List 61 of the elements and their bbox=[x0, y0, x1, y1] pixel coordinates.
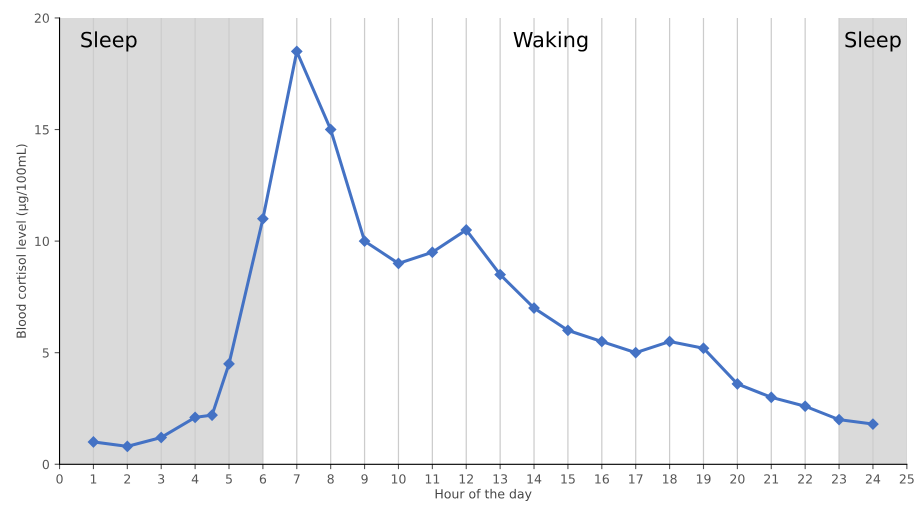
annotation: Waking bbox=[514, 31, 588, 52]
y-tick-label: 10 bbox=[35, 236, 49, 246]
point bbox=[223, 358, 235, 370]
point bbox=[867, 418, 879, 430]
x-tick-label: 6 bbox=[260, 474, 266, 484]
x-tick-label: 10 bbox=[392, 474, 406, 484]
x-axis-title: Hour of the day bbox=[436, 488, 532, 501]
x-tick-label: 8 bbox=[328, 474, 334, 484]
x-tick-label: 9 bbox=[361, 474, 368, 484]
x-tick-label: 17 bbox=[629, 474, 643, 484]
point bbox=[800, 400, 811, 412]
point bbox=[528, 302, 540, 314]
point bbox=[698, 342, 710, 354]
point bbox=[494, 268, 506, 280]
point bbox=[732, 378, 743, 390]
point bbox=[325, 124, 336, 136]
x-tick-label: 5 bbox=[226, 474, 232, 484]
x-tick-label: 4 bbox=[192, 474, 198, 484]
point bbox=[426, 246, 438, 258]
x-tick-label: 2 bbox=[124, 474, 130, 484]
x-tick-label: 16 bbox=[595, 474, 609, 484]
x-tick-label: 20 bbox=[730, 474, 745, 484]
x-tick-label: 11 bbox=[426, 474, 440, 484]
point bbox=[392, 258, 404, 270]
point bbox=[122, 440, 133, 452]
x-tick-label: 0 bbox=[56, 474, 63, 484]
x-tick-label: 25 bbox=[900, 474, 914, 484]
point bbox=[88, 436, 100, 448]
x-tick-label: 13 bbox=[494, 474, 508, 484]
point bbox=[766, 392, 777, 403]
point bbox=[190, 412, 201, 424]
x-tick-label: 24 bbox=[866, 474, 880, 484]
y-tick-label: 0 bbox=[42, 460, 49, 470]
x-tick-label: 23 bbox=[832, 474, 846, 484]
x-tick-label: 14 bbox=[527, 474, 542, 484]
x-tick-label: 3 bbox=[158, 474, 164, 484]
y-tick-label: 5 bbox=[42, 348, 49, 358]
point bbox=[206, 410, 218, 421]
point bbox=[460, 224, 472, 236]
point bbox=[833, 414, 845, 426]
y-axis-title: Blood cortisol level (µg/100mL) bbox=[16, 144, 28, 338]
point bbox=[664, 336, 676, 348]
point bbox=[358, 236, 370, 247]
x-tick-label: 18 bbox=[663, 474, 677, 484]
band-label: Sleep bbox=[845, 31, 901, 52]
point bbox=[291, 46, 302, 58]
y-tick-label: 15 bbox=[35, 125, 49, 134]
point bbox=[596, 336, 608, 348]
x-tick-label: 22 bbox=[798, 474, 812, 484]
y-tick-label: 20 bbox=[34, 13, 49, 23]
point bbox=[562, 324, 574, 336]
band-label: Sleep bbox=[81, 31, 137, 52]
point bbox=[257, 213, 268, 224]
x-tick-label: 15 bbox=[561, 474, 575, 484]
point bbox=[156, 432, 167, 444]
x-tick-label: 12 bbox=[460, 474, 473, 484]
x-tick-label: 1 bbox=[90, 474, 96, 484]
x-tick-label: 7 bbox=[294, 474, 300, 484]
x-tick-label: 21 bbox=[764, 474, 778, 484]
point bbox=[630, 347, 642, 358]
x-tick-label: 19 bbox=[696, 474, 711, 484]
